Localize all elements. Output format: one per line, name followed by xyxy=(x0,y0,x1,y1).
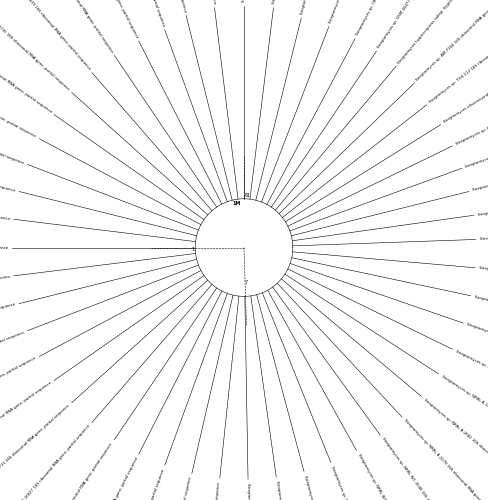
Text: Streptomyces sp. NRRL B-16632 16S ribosomal RNA gene, partial sequence: Streptomyces sp. NRRL B-16632 16S riboso… xyxy=(0,381,52,470)
Text: Streptomyces sp. NRRL WC-3674 16S ribosomal RNA gene, partial sequence: Streptomyces sp. NRRL WC-3674 16S riboso… xyxy=(0,274,10,296)
Text: Streptomyces sp. NRRL WC-3735 16S ribosomal RNA gene, partial sequence: Streptomyces sp. NRRL WC-3735 16S riboso… xyxy=(0,0,70,92)
Text: Streptomyces sp. TG4-112 16S ribosomal RNA gene, partial sequence: Streptomyces sp. TG4-112 16S ribosomal R… xyxy=(428,16,488,104)
Text: Streptomyces sp. NRRL WC-3670 16S ribosomal RNA gene, partial sequence: Streptomyces sp. NRRL WC-3670 16S riboso… xyxy=(155,477,193,500)
Text: Streptomyces sp. NRRL B-16642 16S ribosomal RNA gene, partial sequence: Streptomyces sp. NRRL B-16642 16S riboso… xyxy=(68,0,139,38)
Text: Streptomyces sp. NRRL B-2776 16S ribosomal RNA gene, partial sequence: Streptomyces sp. NRRL B-2776 16S ribosom… xyxy=(455,78,488,146)
Text: Streptomyces sp. ATL2-6(2011) 16S ribosomal RNA gene, partial sequence: Streptomyces sp. ATL2-6(2011) 16S riboso… xyxy=(242,0,246,2)
Text: Streptomyces sp. CBS 916.68 16S ribosomal RNA gene, partial sequence: Streptomyces sp. CBS 916.68 16S ribosoma… xyxy=(355,0,426,36)
Text: Streptomyces sp. NRRL B-24693 16S ribosomal RNA gene, partial sequence: Streptomyces sp. NRRL B-24693 16S riboso… xyxy=(0,302,16,343)
Text: Streptomyces sp. NRRL B-5306 16S ribosomal RNA gene, partial sequence: Streptomyces sp. NRRL B-5306 16S ribosom… xyxy=(0,67,37,138)
Text: Streptomyces sp. NRRL B-16633 16S ribosomal RNA gene, partial sequence: Streptomyces sp. NRRL B-16633 16S riboso… xyxy=(0,199,10,221)
Text: Streptomyces sp. NRRL B-16638 16S ribosomal RNA gene, partial sequence: Streptomyces sp. NRRL B-16638 16S riboso… xyxy=(466,322,488,374)
Text: Streptomyces sp. NRRL WC-3548 16S ribosomal RNA gene, partial sequence: Streptomyces sp. NRRL WC-3548 16S riboso… xyxy=(381,437,472,500)
Text: Streptomyces sp. ATL29-13S 16S ribosomal RNA gene, partial sequence: Streptomyces sp. ATL29-13S 16S ribosomal… xyxy=(195,0,216,4)
Text: Streptomyces sp. NRRL B-5418 16S ribosomal RNA gene, partial sequence: Streptomyces sp. NRRL B-5418 16S ribosom… xyxy=(300,0,339,14)
Text: Streptomyces sp. NRRL B-16627 16S ribosomal RNA gene, partial sequence: Streptomyces sp. NRRL B-16627 16S riboso… xyxy=(0,424,91,500)
Text: Streptomyces sp. NRRL WC-3731 16S ribosomal RNA gene, partial sequence: Streptomyces sp. NRRL WC-3731 16S riboso… xyxy=(0,404,70,500)
Text: Streptomyces sp. NRRL B-24695 16S ribosomal RNA gene, partial sequence: Streptomyces sp. NRRL B-24695 16S riboso… xyxy=(0,153,16,192)
Text: Streptomyces sp. NRRL B-24473 16S ribosomal RNA gene, partial sequence: Streptomyces sp. NRRL B-24473 16S riboso… xyxy=(472,152,488,192)
Text: Streptomyces sp. NRRL B-5305 16S ribosomal RNA gene, partial sequence: Streptomyces sp. NRRL B-5305 16S ribosom… xyxy=(29,442,114,500)
Text: Streptomyces olivaceoviridis NBRC 13066 16S ribosomal RNA gene, partial sequence: Streptomyces olivaceoviridis NBRC 13066 … xyxy=(443,32,488,124)
Text: Streptomyces sp. NRRL B-24682 16S ribosomal RNA gene, partial sequence: Streptomyces sp. NRRL B-24682 16S riboso… xyxy=(474,294,488,330)
Text: Streptomyces sp. DSM 40477 16S ribosomal RNA gene, partial sequence: Streptomyces sp. DSM 40477 16S ribosomal… xyxy=(377,0,460,49)
Text: Streptomyces sp. NRRL B-3306 16S ribosomal RNA gene, partial sequence: Streptomyces sp. NRRL B-3306 16S ribosom… xyxy=(455,349,488,416)
Text: Streptomyces sp. NRRL B-24694 16S ribosomal RNA gene, partial sequence: Streptomyces sp. NRRL B-24694 16S riboso… xyxy=(0,246,8,250)
Text: Streptomyces sp. NRRL B-24692 16S ribosomal RNA gene, partial sequence: Streptomyces sp. NRRL B-24692 16S riboso… xyxy=(68,456,139,500)
Text: 61: 61 xyxy=(245,193,251,198)
Text: Streptomyces sp. NRRL B-24689 16S ribosomal RNA gene, partial sequence: Streptomyces sp. NRRL B-24689 16S riboso… xyxy=(111,468,165,500)
Text: Streptomyces sp. NRRL WC-3723 16S ribosomal RNA gene, partial sequence: Streptomyces sp. NRRL WC-3723 16S riboso… xyxy=(465,114,488,169)
Text: 1M: 1M xyxy=(233,201,241,206)
Text: Streptomyces sp. NRRL B-2278 16S ribosomal RNA gene, partial sequence: Streptomyces sp. NRRL B-2278 16S ribosom… xyxy=(403,418,488,500)
Text: Streptomyces sp. NRRL B-24684 16S ribosomal RNA gene, partial sequence: Streptomyces sp. NRRL B-24684 16S riboso… xyxy=(275,480,300,500)
Text: Streptomyces sp. NRRL B-5308 16S ribosomal RNA gene, partial sequence: Streptomyces sp. NRRL B-5308 16S ribosom… xyxy=(0,109,25,165)
Text: Streptomyces sp. NRRL B-1445 16S ribosomal RNA gene, partial sequence: Streptomyces sp. NRRL B-1445 16S ribosom… xyxy=(441,374,488,457)
Text: Streptomyces sp. NRRL B-16641 16S ribosomal RNA gene, partial sequence: Streptomyces sp. NRRL B-16641 16S riboso… xyxy=(0,26,52,114)
Text: Streptomyces sp. NRRL B-5420 16S ribosomal RNA gene, partial sequence: Streptomyces sp. NRRL B-5420 16S ribosom… xyxy=(303,474,345,500)
Text: Streptomyces sp. NRRL B-5312 16S ribosomal RNA gene, partial sequence: Streptomyces sp. NRRL B-5312 16S ribosom… xyxy=(29,0,114,54)
Text: Streptomyces sp. AM-7164 16S ribosomal RNA gene, partial sequence: Streptomyces sp. AM-7164 16S ribosomal R… xyxy=(416,0,488,82)
Text: Streptomyces sp. NRRL B-5310 16S ribosomal RNA gene, partial sequence: Streptomyces sp. NRRL B-5310 16S ribosom… xyxy=(479,266,488,283)
Text: Streptomyces sp. NRRL B-16639 16S ribosomal RNA gene, partial sequence: Streptomyces sp. NRRL B-16639 16S riboso… xyxy=(0,0,91,71)
Text: Streptomyces sp. NRRL B-24699 16S ribosomal RNA gene, partial sequence: Streptomyces sp. NRRL B-24699 16S riboso… xyxy=(111,0,165,27)
Text: Streptomyces sp. NRRL B-16631 16S ribosomal RNA gene, partial sequence: Streptomyces sp. NRRL B-16631 16S riboso… xyxy=(0,356,37,430)
Text: Streptomyces sp. NRRL B-2373 16S ribosomal RNA gene, partial sequence: Streptomyces sp. NRRL B-2373 16S ribosom… xyxy=(480,232,488,241)
Text: 1: 1 xyxy=(191,246,194,252)
Text: Streptomyces hygroscopicus subsp. hygroscopicus NRRL 2387 16S ribosomal RNA gene: Streptomyces hygroscopicus subsp. hygros… xyxy=(397,0,488,64)
Text: Streptomyces sp. NRRL WC-3729 16S ribosomal RNA gene, partial sequence: Streptomyces sp. NRRL WC-3729 16S riboso… xyxy=(0,330,25,388)
Text: 7: 7 xyxy=(244,280,247,284)
Text: Streptomyces sp. NRRL B-12175 16S ribosomal RNA gene, partial sequence: Streptomyces sp. NRRL B-12175 16S riboso… xyxy=(477,192,488,216)
Text: Streptomyces sp. NRRL WC-3728 16S ribosomal RNA gene, partial sequence: Streptomyces sp. NRRL WC-3728 16S riboso… xyxy=(357,452,433,500)
Text: Streptomyces sp. NRRL B-5301 16S ribosomal RNA gene, partial sequence: Streptomyces sp. NRRL B-5301 16S ribosom… xyxy=(246,483,253,500)
Text: Streptomyces sp. NRRL B-2682 16S ribosomal RNA gene, partial sequence: Streptomyces sp. NRRL B-2682 16S ribosom… xyxy=(423,398,488,494)
Text: Streptomyces sp. CG-9 16S ribosomal RNA gene, partial sequence: Streptomyces sp. CG-9 16S ribosomal RNA … xyxy=(272,0,292,4)
Text: Streptomyces flavoviridis NBRC 13036 16S ribosomal RNA gene, partial sequence: Streptomyces flavoviridis NBRC 13036 16S… xyxy=(328,0,389,24)
Text: Streptomyces sp. NRRL B-16645 16S ribosomal RNA gene, partial sequence: Streptomyces sp. NRRL B-16645 16S riboso… xyxy=(147,0,187,12)
Text: Streptomyces sp. NRRL B-5303 16S ribosomal RNA gene, partial sequence: Streptomyces sp. NRRL B-5303 16S ribosom… xyxy=(202,482,222,500)
Text: Streptomyces sp. NRRL B-2718 16S ribosomal RNA gene, partial sequence: Streptomyces sp. NRRL B-2718 16S ribosom… xyxy=(330,466,389,500)
